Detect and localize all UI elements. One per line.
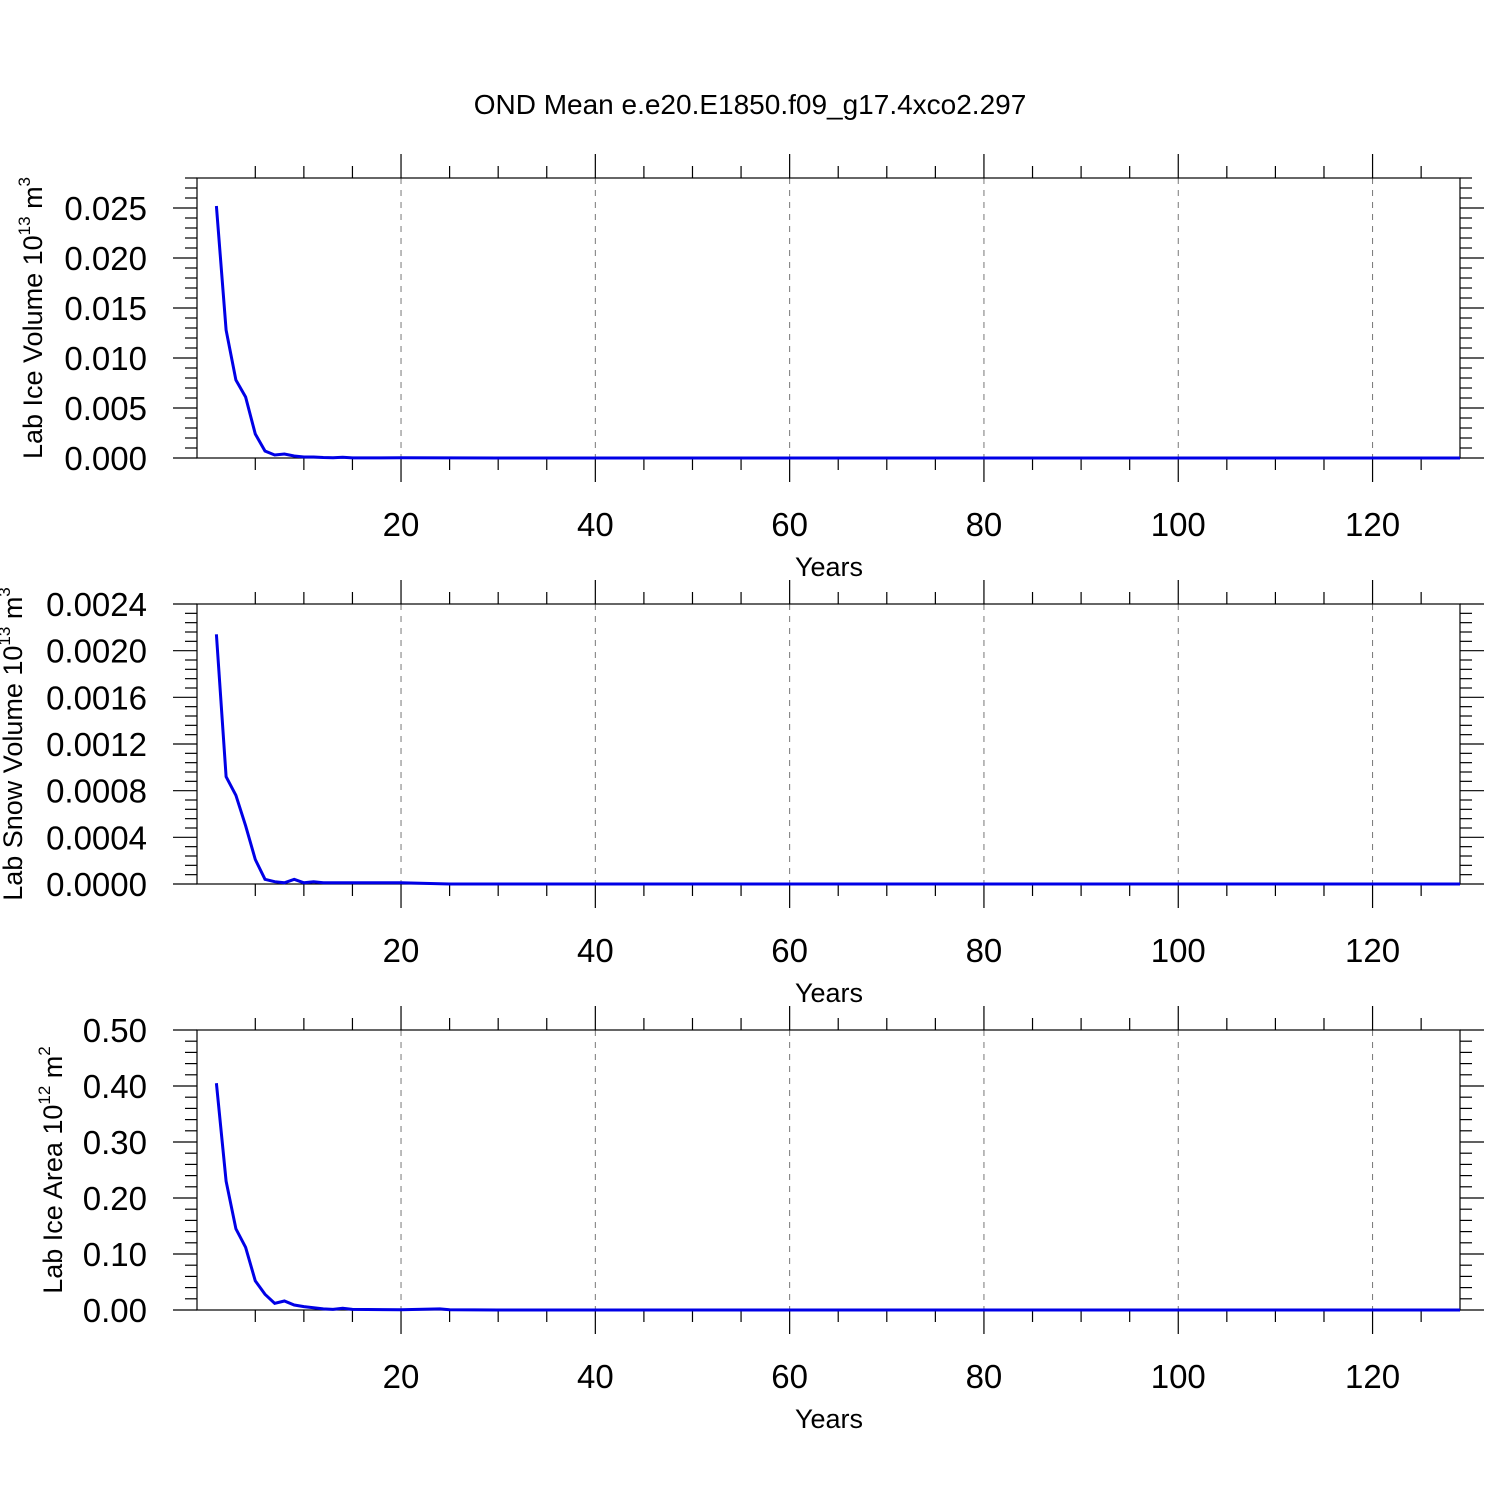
y-tick-label: 0.020: [64, 240, 147, 277]
y-tick-label: 0.025: [64, 190, 147, 227]
y-tick-label: 0.010: [64, 340, 147, 377]
x-tick-label: 40: [577, 932, 614, 969]
y-tick-label: 0.40: [83, 1068, 147, 1105]
x-tick-label: 20: [383, 932, 420, 969]
y-axis-label: Lab Snow Volume 1013 m3: [0, 587, 28, 901]
y-axis-label-exponent: 12: [35, 1086, 54, 1105]
y-axis-label-text: Lab Ice Volume 10: [18, 235, 48, 459]
y-axis-label-exponent: 3: [0, 587, 14, 596]
x-axis-label: Years: [795, 978, 863, 1008]
y-axis-label-text: Lab Snow Volume 10: [0, 646, 28, 901]
x-tick-label: 80: [966, 1358, 1003, 1395]
series-line: [214, 205, 1460, 460]
panel-3: 20 40 60 80 100 120 0.00 0.10 0.20 0.30 0.40 0.50 Ye…: [35, 1006, 1484, 1434]
y-tick-label: 0.0024: [46, 586, 147, 623]
x-tick-label: 40: [577, 506, 614, 543]
y-tick-label: 0.0000: [46, 866, 147, 903]
x-tick-label: 40: [577, 1358, 614, 1395]
y-axis-label-exponent: 13: [0, 627, 14, 646]
x-tick-label: 100: [1151, 506, 1206, 543]
y-tick-label: 0.50: [83, 1012, 147, 1049]
y-tick-label: 0.015: [64, 290, 147, 327]
panel-2: 20 40 60 80 100 120 0.0000 0.0004 0.0008 0.0012 0.…: [0, 580, 1484, 1008]
x-axis-label: Years: [795, 552, 863, 582]
plot-frame: [196, 603, 1461, 885]
y-axis-label: Lab Ice Volume 1013 m3: [15, 177, 48, 459]
x-tick-label: 100: [1151, 1358, 1206, 1395]
plot-frame: [196, 177, 1461, 459]
panel-1: 20 40 60 80 100 120 0.000 0.005 0.010 0.015 0.020 0…: [15, 154, 1484, 582]
x-tick-label: 100: [1151, 932, 1206, 969]
y-tick-label: 0.20: [83, 1180, 147, 1217]
y-axis-label-text: m: [18, 186, 48, 216]
y-tick-label: 0.00: [83, 1292, 147, 1329]
x-tick-label: 60: [771, 932, 808, 969]
x-tick-label: 120: [1345, 932, 1400, 969]
series-line: [214, 1083, 1460, 1312]
series-line: [214, 634, 1460, 886]
plot-frame: [196, 1029, 1461, 1311]
x-tick-label: 80: [966, 932, 1003, 969]
y-axis-label-exponent: 2: [35, 1046, 54, 1055]
y-tick-label: 0.30: [83, 1124, 147, 1161]
x-tick-label: 60: [771, 1358, 808, 1395]
x-tick-label: 60: [771, 506, 808, 543]
figure-title: OND Mean e.e20.E1850.f09_g17.4xco2.297: [474, 89, 1027, 120]
x-axis-label: Years: [795, 1404, 863, 1434]
y-tick-label: 0.0004: [46, 819, 147, 856]
x-tick-label: 120: [1345, 506, 1400, 543]
x-tick-label: 20: [383, 506, 420, 543]
y-axis-label-text: m: [38, 1056, 68, 1086]
y-axis-label-text: Lab Ice Area 10: [38, 1105, 68, 1294]
y-axis-label: Lab Ice Area 1012 m2: [35, 1046, 68, 1294]
y-tick-label: 0.000: [64, 440, 147, 477]
x-tick-label: 20: [383, 1358, 420, 1395]
y-axis-label-text: m: [0, 597, 28, 627]
y-tick-label: 0.0012: [46, 726, 147, 763]
x-tick-label: 120: [1345, 1358, 1400, 1395]
y-axis-label-exponent: 13: [15, 216, 34, 235]
y-tick-label: 0.0008: [46, 773, 147, 810]
y-axis-label-exponent: 3: [15, 177, 34, 186]
x-tick-label: 80: [966, 506, 1003, 543]
y-tick-label: 0.005: [64, 390, 147, 427]
y-tick-label: 0.10: [83, 1236, 147, 1273]
y-tick-label: 0.0020: [46, 633, 147, 670]
y-tick-label: 0.0016: [46, 679, 147, 716]
